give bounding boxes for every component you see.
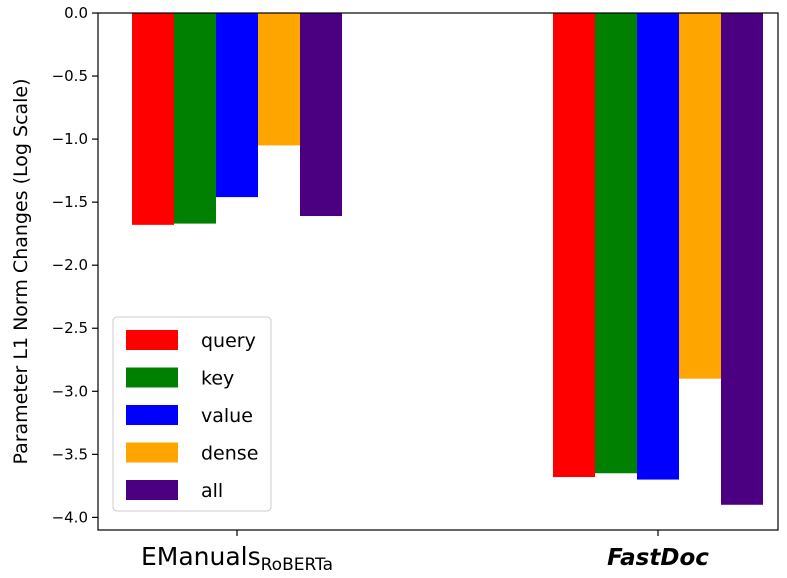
- y-tick-label: −1.5: [52, 193, 88, 211]
- y-tick-label: −3.0: [52, 382, 88, 400]
- y-axis-label: Parameter L1 Norm Changes (Log Scale): [10, 78, 32, 464]
- legend-label-query: query: [201, 330, 256, 352]
- y-tick-label: −2.5: [52, 319, 88, 337]
- legend-swatch-query: [126, 330, 178, 350]
- bar-value-fastdoc: [637, 13, 679, 480]
- bar-value-emanuals: [216, 13, 258, 198]
- bar-key-emanuals: [174, 13, 216, 224]
- legend-swatch-key: [126, 367, 178, 388]
- legend-swatch-all: [126, 480, 178, 500]
- bar-all-fastdoc: [721, 13, 763, 505]
- x-tick-label: EManualsRoBERTa: [141, 542, 333, 574]
- bar-key-fastdoc: [595, 13, 637, 474]
- bar-all-emanuals: [300, 13, 342, 217]
- legend-label-value: value: [201, 405, 253, 427]
- legend-swatch-dense: [126, 442, 178, 463]
- legend-swatch-value: [126, 405, 178, 425]
- legend-label-all: all: [201, 480, 223, 502]
- y-tick-label: 0.0: [64, 4, 88, 22]
- plot-frame: [97, 12, 779, 531]
- bar-dense-fastdoc: [679, 13, 721, 379]
- bar-query-fastdoc: [553, 13, 595, 478]
- y-tick-label: −1.0: [52, 130, 88, 148]
- y-tick-label: −3.5: [52, 445, 88, 463]
- bar-query-emanuals: [132, 13, 174, 225]
- legend-label-key: key: [201, 368, 234, 390]
- y-tick-label: −2.0: [52, 256, 88, 274]
- x-tick-label: FastDoc: [607, 545, 709, 571]
- legend-label-dense: dense: [201, 443, 258, 465]
- bar-dense-emanuals: [258, 13, 300, 146]
- y-tick-label: −4.0: [52, 508, 88, 526]
- legend: query key value dense all: [112, 316, 272, 512]
- axes-layer: 0.0 −0.5 −1.0 −1.5 −2.0 −2.5 −3.0 −3.5 −4.0 Param…: [10, 4, 779, 575]
- bars-layer: [132, 13, 763, 505]
- y-tick-label: −0.5: [52, 67, 88, 85]
